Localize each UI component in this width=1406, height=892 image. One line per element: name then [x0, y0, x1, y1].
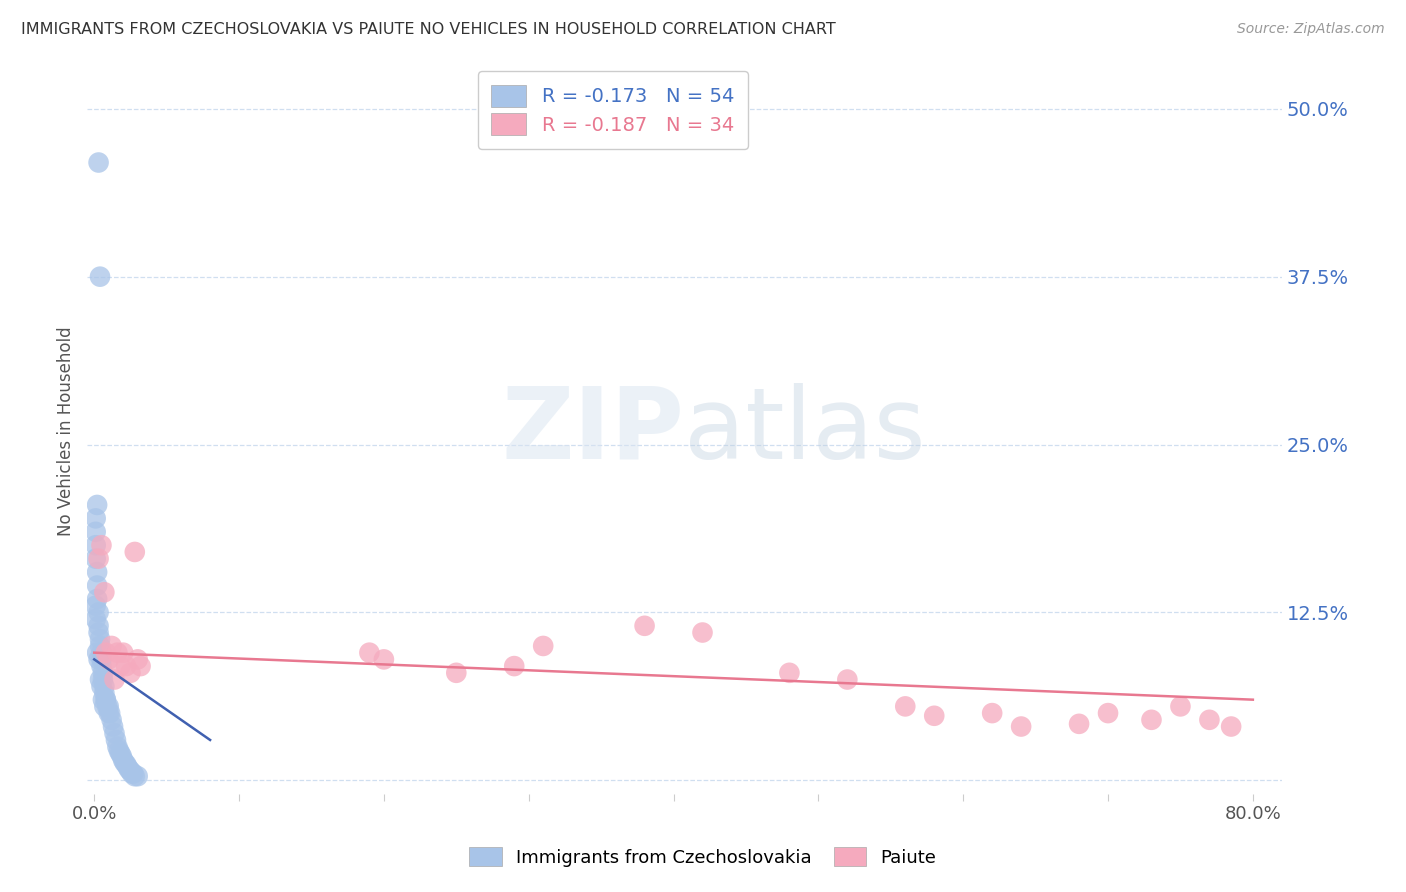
Point	[89, 269, 111, 284]
Point	[124, 769, 146, 783]
Point	[115, 659, 138, 673]
Point	[94, 692, 117, 706]
Point	[104, 733, 127, 747]
Point	[894, 699, 917, 714]
Point	[111, 749, 134, 764]
Point	[105, 739, 128, 754]
Point	[86, 591, 108, 606]
Point	[103, 673, 125, 687]
Point	[89, 673, 111, 687]
Point	[837, 673, 859, 687]
Point	[91, 665, 114, 680]
Text: Source: ZipAtlas.com: Source: ZipAtlas.com	[1237, 22, 1385, 37]
Point	[93, 686, 115, 700]
Point	[110, 659, 132, 673]
Point	[1067, 716, 1090, 731]
Text: atlas: atlas	[685, 383, 927, 480]
Point	[84, 511, 107, 525]
Point	[692, 625, 714, 640]
Point	[122, 766, 145, 780]
Point	[1140, 713, 1163, 727]
Point	[108, 744, 131, 758]
Point	[120, 665, 142, 680]
Point	[110, 747, 132, 761]
Point	[84, 551, 107, 566]
Point	[778, 665, 800, 680]
Point	[120, 764, 142, 778]
Point	[1097, 706, 1119, 720]
Point	[97, 652, 120, 666]
Point	[91, 692, 114, 706]
Point	[84, 524, 107, 539]
Point	[90, 538, 112, 552]
Point	[87, 619, 110, 633]
Point	[90, 659, 112, 673]
Point	[633, 619, 655, 633]
Point	[90, 646, 112, 660]
Point	[93, 585, 115, 599]
Point	[89, 632, 111, 647]
Point	[118, 763, 141, 777]
Point	[90, 652, 112, 666]
Point	[93, 679, 115, 693]
Point	[503, 659, 526, 673]
Point	[1170, 699, 1192, 714]
Point	[84, 599, 107, 613]
Point	[359, 646, 381, 660]
Point	[87, 652, 110, 666]
Point	[84, 612, 107, 626]
Point	[100, 639, 122, 653]
Point	[98, 706, 121, 720]
Point	[1220, 719, 1243, 733]
Point	[87, 625, 110, 640]
Point	[124, 545, 146, 559]
Point	[96, 699, 118, 714]
Point	[1198, 713, 1220, 727]
Point	[90, 679, 112, 693]
Text: IMMIGRANTS FROM CZECHOSLOVAKIA VS PAIUTE NO VEHICLES IN HOUSEHOLD CORRELATION CH: IMMIGRANTS FROM CZECHOSLOVAKIA VS PAIUTE…	[21, 22, 835, 37]
Point	[373, 652, 395, 666]
Point	[100, 713, 122, 727]
Point	[117, 760, 139, 774]
Point	[127, 769, 149, 783]
Point	[86, 578, 108, 592]
Text: ZIP: ZIP	[502, 383, 685, 480]
Point	[446, 665, 468, 680]
Point	[112, 753, 135, 767]
Legend: R = -0.173   N = 54, R = -0.187   N = 34: R = -0.173 N = 54, R = -0.187 N = 34	[478, 71, 748, 149]
Point	[112, 646, 135, 660]
Legend: Immigrants from Czechoslovakia, Paiute: Immigrants from Czechoslovakia, Paiute	[463, 840, 943, 874]
Point	[97, 699, 120, 714]
Point	[103, 726, 125, 740]
Point	[97, 706, 120, 720]
Point	[84, 538, 107, 552]
Point	[94, 692, 117, 706]
Point	[87, 551, 110, 566]
Point	[127, 652, 149, 666]
Point	[87, 606, 110, 620]
Point	[922, 708, 945, 723]
Point	[105, 646, 128, 660]
Point	[91, 673, 114, 687]
Point	[115, 757, 138, 772]
Y-axis label: No Vehicles in Household: No Vehicles in Household	[58, 326, 75, 536]
Point	[981, 706, 1004, 720]
Point	[93, 699, 115, 714]
Point	[87, 155, 110, 169]
Point	[86, 646, 108, 660]
Point	[86, 565, 108, 579]
Point	[121, 766, 143, 780]
Point	[89, 639, 111, 653]
Point	[86, 498, 108, 512]
Point	[531, 639, 554, 653]
Point	[101, 719, 124, 733]
Point	[114, 756, 136, 770]
Point	[1010, 719, 1032, 733]
Point	[94, 646, 117, 660]
Point	[129, 659, 152, 673]
